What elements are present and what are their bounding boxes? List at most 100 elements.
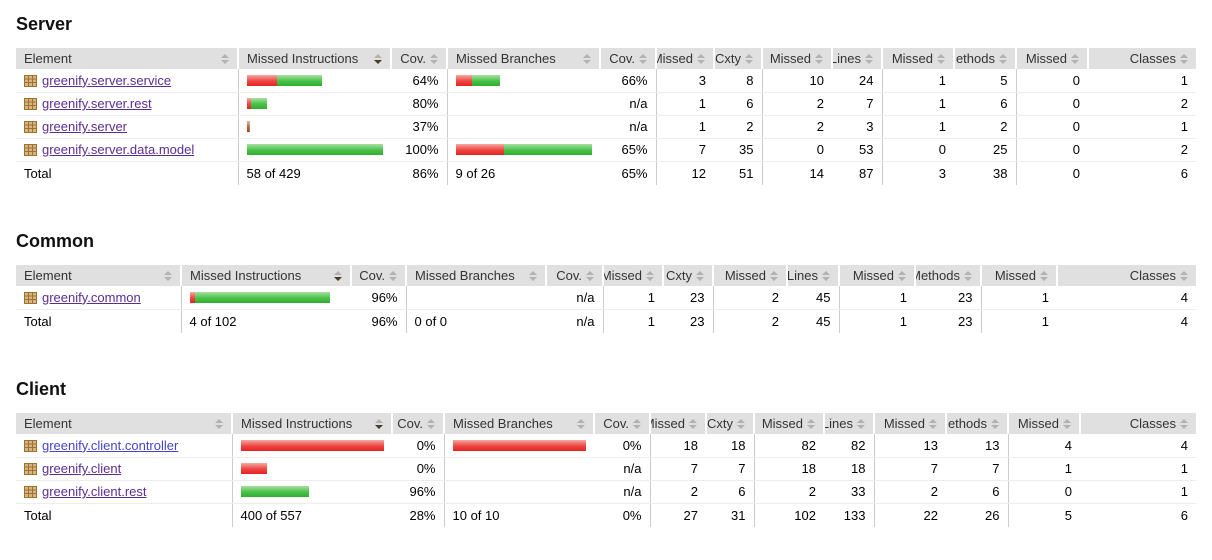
- column-header-label: Missed: [883, 416, 925, 431]
- column-header-methods-10[interactable]: Methods: [953, 48, 1016, 69]
- counter-value: 3: [832, 115, 882, 139]
- column-header-missed-11[interactable]: Missed: [1015, 48, 1088, 69]
- column-header-element[interactable]: Element: [16, 265, 181, 286]
- column-header-cov[interactable]: Cov.: [390, 48, 447, 69]
- coverage-report: Server Element Missed Instructions Cov. Miss…: [16, 14, 1196, 527]
- column-header-missed-instructions[interactable]: Missed Instructions: [180, 265, 351, 286]
- total-counter-value: 1: [602, 308, 663, 333]
- column-header-label: Cxty: [666, 268, 692, 283]
- column-header-cov[interactable]: Cov.: [593, 413, 650, 434]
- column-header-missed-7[interactable]: Missed: [761, 48, 832, 69]
- table-row: greenify.client.rest 96% n/a 2 6 2 33 2 6 0 1: [16, 480, 1196, 504]
- column-header-missed-instructions[interactable]: Missed Instructions: [231, 413, 392, 434]
- column-header-cxty-6[interactable]: Cxty: [662, 265, 713, 286]
- element-cell: greenify.client: [16, 457, 232, 481]
- branches-coverage: n/a: [594, 480, 650, 504]
- counter-value: 6: [954, 92, 1016, 116]
- counter-value: 2: [712, 286, 787, 310]
- column-header-missed-5[interactable]: Missed: [602, 265, 663, 286]
- column-header-missed-7[interactable]: Missed: [753, 413, 824, 434]
- column-header-missed-9[interactable]: Missed: [838, 265, 915, 286]
- counter-value: 1: [881, 69, 954, 93]
- column-header-classes-12[interactable]: Classes: [1056, 265, 1196, 286]
- package-link[interactable]: greenify.client.controller: [42, 437, 179, 453]
- missed-segment: [455, 74, 472, 86]
- column-header-cxty-6[interactable]: Cxty: [713, 48, 762, 69]
- column-header-missed-5[interactable]: Missed: [655, 48, 714, 69]
- column-header-missed-9[interactable]: Missed: [873, 413, 946, 434]
- header-row: Element Missed Instructions Cov. Missed Bra…: [16, 413, 1196, 434]
- sort-icon: [633, 418, 641, 429]
- package-link[interactable]: greenify.server.data.model: [42, 142, 195, 157]
- column-header-label: Element: [24, 51, 72, 66]
- package-link[interactable]: greenify.server.service: [42, 72, 172, 88]
- missed-branches-bar: [452, 439, 586, 451]
- element-cell: greenify.server.rest: [16, 92, 238, 116]
- column-header-missed-branches[interactable]: Missed Branches: [405, 265, 546, 286]
- column-header-label: Cov.: [400, 51, 426, 66]
- total-counter-value: 23: [915, 308, 981, 333]
- column-header-classes-12[interactable]: Classes: [1087, 48, 1196, 69]
- column-header-cov[interactable]: Cov.: [391, 413, 444, 434]
- column-header-missed-branches[interactable]: Missed Branches: [446, 48, 600, 69]
- missed-instructions-bar: [240, 463, 385, 474]
- sort-icon: [646, 270, 654, 281]
- sort-icon: [334, 270, 342, 281]
- sort-icon: [865, 53, 873, 64]
- column-header-missed-11[interactable]: Missed: [980, 265, 1057, 286]
- column-header-label: Lines: [832, 51, 861, 66]
- counter-value: 7: [706, 457, 754, 481]
- counter-value: 0: [881, 138, 954, 162]
- sort-icon: [1180, 53, 1188, 64]
- column-header-cov[interactable]: Cov.: [545, 265, 603, 286]
- column-header-missed-11[interactable]: Missed: [1007, 413, 1080, 434]
- coverage-report-page: { "colors": { "link_visited": "#5b2d91",…: [16, 14, 1196, 527]
- column-header-missed-5[interactable]: Missed: [649, 413, 706, 434]
- total-counter-value: 22: [873, 502, 946, 527]
- column-header-element[interactable]: Element: [16, 413, 232, 434]
- total-branches-coverage: 65%: [600, 160, 656, 185]
- column-header-missed-branches[interactable]: Missed Branches: [443, 413, 594, 434]
- sort-icon: [815, 53, 823, 64]
- missed-instructions-bar: [189, 291, 344, 303]
- covered-segment: [276, 74, 322, 86]
- column-header-label: Classes: [1129, 51, 1176, 66]
- branches-coverage: 0%: [594, 434, 650, 458]
- column-header-cxty-6[interactable]: Cxty: [705, 413, 754, 434]
- column-header-methods-10[interactable]: Methods: [914, 265, 981, 286]
- package-icon: [24, 97, 38, 110]
- column-header-classes-12[interactable]: Classes: [1079, 413, 1196, 434]
- counter-value: 3: [655, 69, 714, 93]
- column-header-lines-8[interactable]: Lines: [786, 265, 839, 286]
- column-header-label: Methods: [947, 416, 987, 431]
- branches-coverage: n/a: [600, 115, 656, 139]
- column-header-cov[interactable]: Cov.: [350, 265, 406, 286]
- package-link[interactable]: greenify.server: [42, 119, 128, 134]
- counter-value: 4: [1080, 434, 1196, 458]
- total-counter-value: 87: [832, 160, 882, 185]
- total-counter-value: 5: [1007, 502, 1080, 527]
- counter-value: 25: [954, 138, 1016, 162]
- column-header-missed-7[interactable]: Missed: [712, 265, 787, 286]
- package-link[interactable]: greenify.client.rest: [42, 484, 147, 499]
- total-counter-value: 3: [881, 160, 954, 185]
- column-header-missed-9[interactable]: Missed: [881, 48, 954, 69]
- package-link[interactable]: greenify.client: [42, 461, 122, 476]
- sort-icon: [770, 270, 778, 281]
- column-header-cov[interactable]: Cov.: [599, 48, 656, 69]
- column-header-lines-8[interactable]: Lines: [823, 413, 874, 434]
- column-header-missed-instructions[interactable]: Missed Instructions: [237, 48, 391, 69]
- counter-value: 1: [1007, 457, 1080, 481]
- package-link[interactable]: greenify.common: [42, 289, 141, 305]
- column-header-methods-10[interactable]: Methods: [945, 413, 1008, 434]
- counter-value: 2: [873, 480, 946, 504]
- column-header-label: Missed: [852, 268, 894, 283]
- covered-segment: [250, 98, 267, 109]
- missed-segment: [246, 98, 251, 109]
- package-link[interactable]: greenify.server.rest: [42, 96, 152, 111]
- sort-icon: [898, 270, 906, 281]
- column-header-lines-8[interactable]: Lines: [831, 48, 882, 69]
- counter-value: 82: [824, 434, 874, 458]
- total-instructions-coverage: 96%: [351, 308, 406, 333]
- column-header-element[interactable]: Element: [16, 48, 238, 69]
